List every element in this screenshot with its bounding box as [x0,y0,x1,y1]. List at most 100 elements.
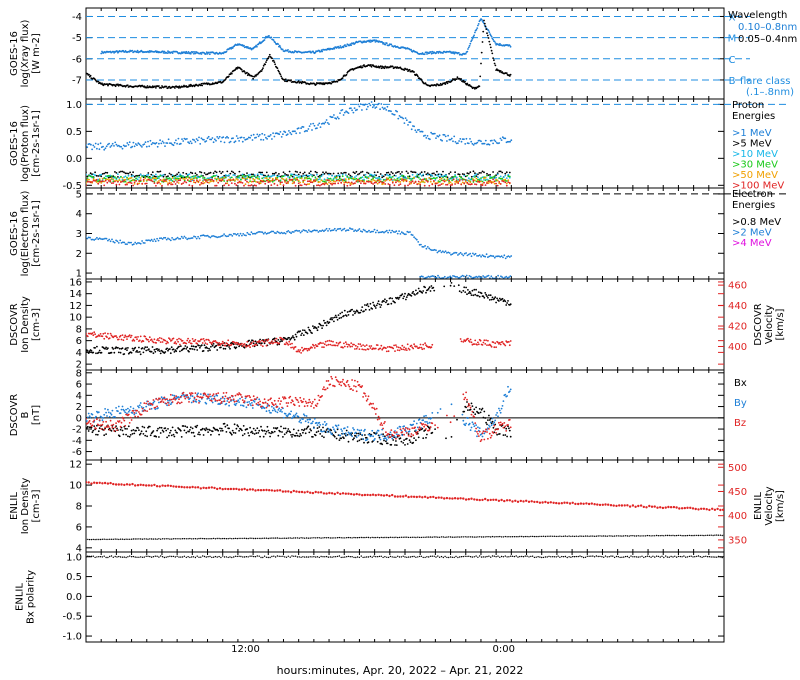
data-point [300,177,303,180]
data-point [482,341,485,344]
data-point [447,251,450,254]
series-goes-xray-0 [100,18,512,56]
data-point [332,172,335,175]
y-tick-label: 14 [69,289,82,300]
data-point [288,337,291,339]
data-point [165,85,168,88]
data-point [393,344,395,347]
data-point [246,71,248,74]
data-point [284,78,287,81]
data-point [352,314,354,316]
data-point [505,304,508,306]
data-point [480,292,483,295]
data-point [267,179,270,182]
data-point [273,174,276,177]
data-point [191,427,194,430]
data-point [252,133,255,136]
data-point [473,34,475,37]
data-point [201,342,204,344]
data-point [182,182,185,185]
data-point [353,343,355,346]
data-point [105,433,107,435]
data-point [493,40,496,43]
data-point [372,174,374,177]
data-point [230,182,233,185]
data-point [155,142,158,144]
data-point [347,229,350,232]
data-point [208,347,210,350]
data-point [429,290,432,292]
data-point [202,175,204,177]
data-point [268,431,271,434]
data-point [142,433,145,435]
data-point [284,80,286,83]
data-point [115,335,117,337]
data-point [322,426,324,429]
data-point [249,180,252,183]
data-point [488,294,490,297]
data-point [128,435,131,438]
flare-class-label: M [728,34,737,45]
data-point [271,138,273,140]
data-point [483,171,485,174]
data-point [196,139,199,142]
data-point [240,136,243,139]
data-point [454,174,456,176]
data-point [457,178,460,181]
data-point [301,332,303,335]
data-point [463,286,466,289]
data-point [379,231,381,234]
data-point [236,233,239,235]
data-point [271,172,274,175]
data-point [385,42,388,45]
y-tick-label: 12 [69,301,82,312]
data-point [477,343,480,346]
data-point [358,180,361,183]
data-point [341,311,343,314]
data-point [256,173,259,176]
data-point [481,41,484,43]
y-axis-label: DSCOVRIon Density[cm-3] [9,296,42,353]
data-point [286,338,289,340]
data-point [232,431,235,434]
data-point [407,184,409,187]
data-point [202,350,205,352]
data-point [141,240,144,242]
data-point [223,233,226,236]
data-point [396,296,399,299]
data-point [347,181,350,184]
data-point [264,338,267,341]
data-point [346,181,349,184]
data-point [209,236,212,239]
data-point [417,180,420,183]
data-point [250,231,253,234]
data-point [296,176,298,179]
data-point [122,339,125,342]
data-point [93,239,96,241]
data-point [159,179,162,181]
data-point [471,142,474,145]
data-point [205,235,208,237]
data-point [484,176,487,179]
data-point [498,170,501,173]
data-point [171,177,174,179]
data-point [486,182,488,185]
data-point [168,182,171,185]
data-point [168,85,171,88]
data-point [208,181,210,184]
data-point [454,183,456,185]
data-point [189,347,192,350]
data-point [185,181,188,184]
data-point [215,174,218,177]
data-point [256,181,259,184]
data-point [221,171,224,173]
data-point [158,237,161,240]
data-point [391,65,394,68]
data-point [285,174,288,176]
data-point [370,101,373,103]
data-point [342,228,344,231]
data-point [143,242,146,244]
data-point [206,428,209,431]
data-point [121,177,124,179]
data-point [171,175,174,178]
